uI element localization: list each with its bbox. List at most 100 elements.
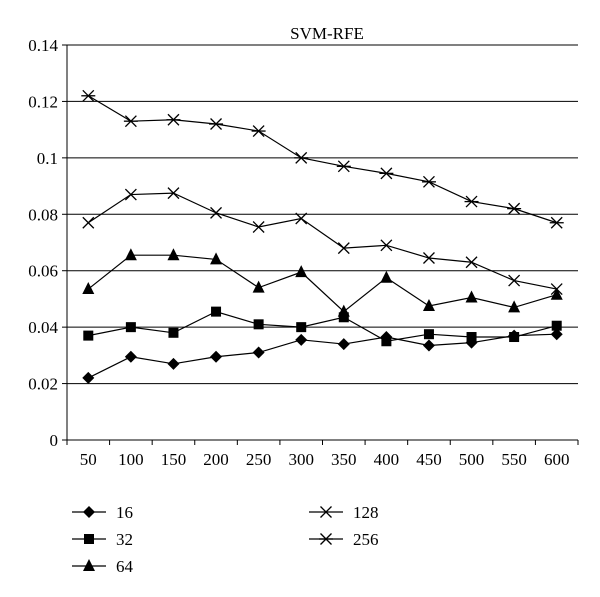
data-point-32 — [423, 329, 434, 340]
data-point-256 — [123, 115, 138, 128]
data-point-256 — [251, 125, 266, 138]
x-axis-ticks: 50 100 150 200 250 300 350 400 450 500 550 600 — [80, 450, 570, 469]
data-point-256 — [336, 160, 351, 173]
legend-marker — [83, 559, 95, 571]
data-point-16 — [167, 357, 180, 370]
series-group — [81, 89, 564, 384]
data-point-64 — [465, 290, 478, 303]
data-point-128 — [465, 256, 478, 269]
series-line-32 — [88, 310, 557, 342]
data-point-64 — [252, 280, 265, 293]
data-point-256 — [464, 195, 479, 208]
y-tick-label: 0.1 — [37, 149, 58, 168]
y-axis-ticks: 0 0.02 0.04 0.06 0.08 0.1 0.12 0.14 — [28, 36, 58, 450]
series-line-16 — [88, 333, 557, 379]
series-64 — [82, 248, 563, 317]
data-point-32 — [83, 330, 94, 341]
data-point-128 — [124, 188, 137, 201]
x-tick-label: 600 — [544, 450, 570, 469]
legend-item-16: 16 — [72, 503, 133, 522]
x-tick-label: 300 — [288, 450, 314, 469]
series-line-128 — [87, 192, 557, 290]
x-tick-label: 400 — [374, 450, 400, 469]
data-point-32 — [551, 320, 562, 331]
series-line-256 — [87, 95, 557, 224]
data-point-16 — [422, 339, 435, 352]
legend: 16 32 64 128 256 — [72, 503, 379, 576]
x-tick-label: 250 — [246, 450, 272, 469]
data-point-256 — [379, 167, 394, 180]
y-tick-label: 0.14 — [28, 36, 58, 55]
legend-label: 128 — [353, 503, 379, 522]
x-tick-label: 150 — [161, 450, 187, 469]
data-point-64 — [82, 282, 95, 295]
data-point-16 — [337, 338, 350, 351]
series-32 — [83, 306, 562, 347]
data-point-64 — [124, 248, 137, 261]
data-point-256 — [421, 175, 436, 188]
y-tick-label: 0.06 — [28, 262, 58, 281]
data-point-16 — [210, 350, 223, 363]
legend-item-128: 128 — [309, 503, 379, 522]
data-point-64 — [550, 287, 563, 300]
data-point-64 — [337, 304, 350, 317]
x-tick-label: 550 — [501, 450, 527, 469]
legend-label: 64 — [116, 557, 134, 576]
data-point-32 — [466, 332, 477, 343]
data-point-16 — [252, 346, 265, 359]
legend-label: 16 — [116, 503, 133, 522]
x-tick-label: 50 — [80, 450, 97, 469]
y-tick-label: 0.08 — [28, 205, 58, 224]
data-point-256 — [549, 216, 564, 229]
data-point-256 — [81, 89, 96, 102]
y-tick-label: 0.04 — [28, 318, 58, 337]
data-point-64 — [295, 265, 308, 278]
data-point-32 — [125, 322, 136, 333]
legend-item-32: 32 — [72, 530, 133, 549]
y-tick-label: 0.12 — [28, 92, 58, 111]
x-tick-label: 450 — [416, 450, 442, 469]
data-point-128 — [508, 274, 521, 287]
x-tick-label: 100 — [118, 450, 144, 469]
axes — [62, 44, 579, 445]
data-point-64 — [380, 270, 393, 283]
data-point-64 — [422, 298, 435, 311]
y-tick-label: 0.02 — [28, 375, 58, 394]
data-point-256 — [294, 151, 309, 164]
legend-item-256: 256 — [309, 530, 379, 549]
data-point-32 — [509, 332, 520, 343]
x-tick-label: 200 — [203, 450, 229, 469]
data-point-64 — [508, 300, 521, 313]
series-128 — [82, 187, 563, 296]
series-line-64 — [87, 254, 557, 313]
data-point-32 — [296, 322, 307, 333]
data-point-128 — [82, 216, 95, 229]
data-point-128 — [422, 252, 435, 264]
legend-marker — [320, 506, 332, 518]
data-point-128 — [167, 187, 180, 200]
x-tick-label: 350 — [331, 450, 357, 469]
data-point-128 — [380, 239, 393, 252]
legend-marker — [319, 533, 333, 545]
data-point-128 — [295, 212, 308, 225]
legend-label: 32 — [116, 530, 133, 549]
series-256 — [81, 89, 564, 229]
data-point-256 — [507, 202, 522, 215]
data-point-64 — [210, 252, 223, 265]
x-tick-label: 500 — [459, 450, 485, 469]
y-tick-label: 0 — [50, 431, 59, 450]
legend-label: 256 — [353, 530, 379, 549]
data-point-128 — [252, 221, 265, 233]
data-point-16 — [82, 371, 95, 384]
data-point-32 — [253, 319, 264, 330]
data-point-16 — [550, 328, 563, 341]
data-point-16 — [295, 333, 308, 346]
chart-title: SVM-RFE — [290, 24, 364, 43]
data-point-32 — [381, 336, 392, 347]
data-point-32 — [338, 312, 349, 323]
data-point-128 — [337, 242, 350, 255]
legend-marker — [84, 534, 94, 544]
gridlines — [67, 44, 578, 385]
data-point-32 — [168, 327, 179, 338]
